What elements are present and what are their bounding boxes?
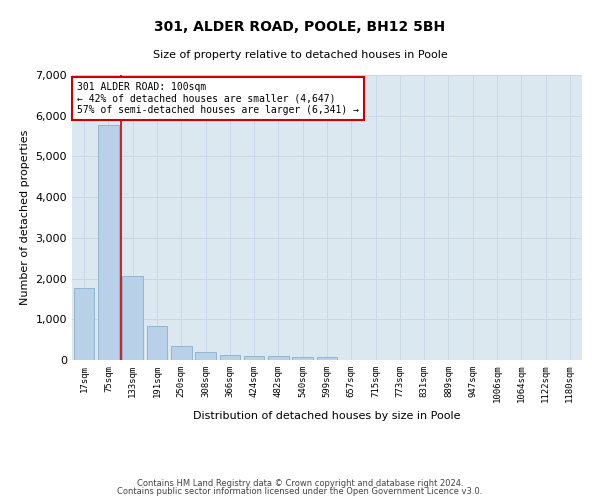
Y-axis label: Number of detached properties: Number of detached properties — [20, 130, 30, 305]
Bar — [317, 357, 337, 360]
Bar — [244, 356, 265, 360]
Text: Size of property relative to detached houses in Poole: Size of property relative to detached ho… — [152, 50, 448, 60]
X-axis label: Distribution of detached houses by size in Poole: Distribution of detached houses by size … — [193, 411, 461, 421]
Bar — [220, 354, 240, 360]
Bar — [122, 276, 143, 360]
Text: Contains public sector information licensed under the Open Government Licence v3: Contains public sector information licen… — [118, 487, 482, 496]
Bar — [74, 288, 94, 360]
Text: 301, ALDER ROAD, POOLE, BH12 5BH: 301, ALDER ROAD, POOLE, BH12 5BH — [154, 20, 446, 34]
Bar — [171, 346, 191, 360]
Bar — [292, 356, 313, 360]
Bar — [98, 124, 119, 360]
Bar — [195, 352, 216, 360]
Bar — [268, 356, 289, 360]
Text: Contains HM Land Registry data © Crown copyright and database right 2024.: Contains HM Land Registry data © Crown c… — [137, 478, 463, 488]
Bar — [146, 326, 167, 360]
Text: 301 ALDER ROAD: 100sqm
← 42% of detached houses are smaller (4,647)
57% of semi-: 301 ALDER ROAD: 100sqm ← 42% of detached… — [77, 82, 359, 116]
